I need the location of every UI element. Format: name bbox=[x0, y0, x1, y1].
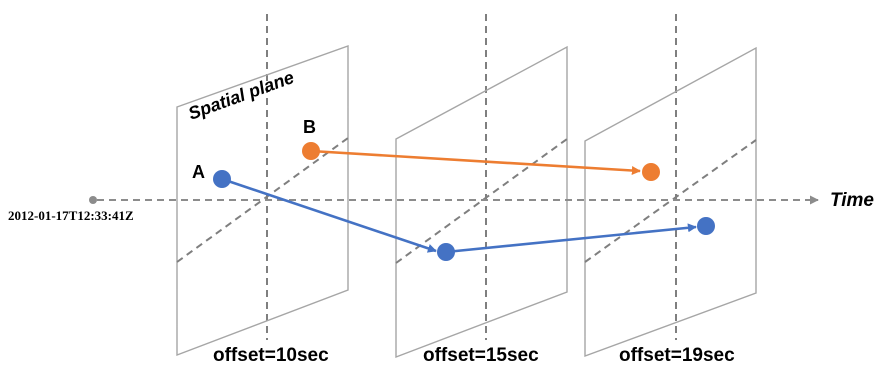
point-b-2 bbox=[642, 163, 660, 181]
spatial-plane-2 bbox=[395, 45, 568, 359]
point-a-3 bbox=[697, 217, 715, 235]
spatial-plane-3 bbox=[584, 46, 757, 358]
start-timestamp: 2012-01-17T12:33:41Z bbox=[8, 208, 134, 223]
offset-label-3: offset=19sec bbox=[619, 345, 735, 366]
trajectory-a-segment-1 bbox=[221, 177, 437, 253]
point-b-1 bbox=[302, 142, 320, 160]
trajectory-a-segment-2 bbox=[445, 223, 697, 254]
point-a-2 bbox=[437, 243, 455, 261]
plane-diagonal-3 bbox=[584, 139, 757, 263]
spatial-plane-label: Spatial plane bbox=[186, 67, 297, 124]
offset-label-2: offset=15sec bbox=[423, 345, 539, 366]
point-b-label: B bbox=[303, 117, 316, 137]
point-a-1 bbox=[213, 170, 231, 188]
spatial-plane-1 bbox=[176, 45, 349, 357]
offset-label-1: offset=10sec bbox=[213, 345, 329, 366]
plane-diagonal-1 bbox=[176, 137, 349, 263]
time-axis-label: Time bbox=[830, 190, 874, 211]
point-a-label: A bbox=[192, 162, 205, 182]
trajectory-b-segment bbox=[310, 149, 641, 176]
time-axis-origin bbox=[89, 196, 97, 204]
